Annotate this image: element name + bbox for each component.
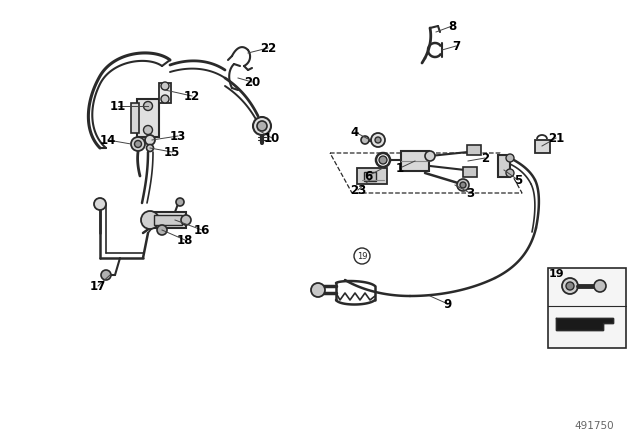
Circle shape — [562, 278, 578, 294]
Circle shape — [145, 135, 155, 145]
Bar — [548, 268, 626, 348]
Bar — [401, 151, 429, 171]
Circle shape — [371, 133, 385, 147]
Circle shape — [176, 198, 184, 206]
Text: 21: 21 — [548, 132, 564, 145]
Bar — [137, 99, 159, 137]
Circle shape — [375, 137, 381, 143]
Text: 22: 22 — [260, 42, 276, 55]
Text: 6: 6 — [364, 169, 372, 182]
Polygon shape — [556, 318, 613, 330]
Circle shape — [379, 156, 387, 164]
Text: 4: 4 — [351, 125, 359, 138]
Text: 16: 16 — [194, 224, 210, 237]
Text: 491750: 491750 — [574, 421, 614, 431]
Circle shape — [311, 283, 325, 297]
Text: 18: 18 — [177, 233, 193, 246]
Text: 17: 17 — [90, 280, 106, 293]
Bar — [159, 83, 171, 103]
Circle shape — [131, 137, 145, 151]
Circle shape — [161, 82, 169, 90]
Text: 1: 1 — [396, 161, 404, 175]
Bar — [131, 103, 139, 133]
Text: 13: 13 — [170, 129, 186, 142]
Circle shape — [161, 95, 169, 103]
Circle shape — [460, 182, 466, 188]
Text: 23: 23 — [350, 184, 366, 197]
Circle shape — [141, 211, 159, 229]
Text: 11: 11 — [110, 99, 126, 112]
Circle shape — [134, 141, 141, 147]
Text: 3: 3 — [466, 186, 474, 199]
Circle shape — [594, 280, 606, 292]
Text: 19: 19 — [548, 269, 564, 279]
Text: 8: 8 — [448, 20, 456, 33]
Circle shape — [157, 225, 167, 235]
Text: 14: 14 — [100, 134, 116, 146]
Bar — [534, 139, 550, 152]
Circle shape — [425, 151, 435, 161]
Circle shape — [257, 121, 267, 131]
Circle shape — [181, 215, 191, 225]
Circle shape — [143, 125, 152, 134]
Text: 7: 7 — [452, 39, 460, 52]
Text: 2: 2 — [481, 151, 489, 164]
Circle shape — [101, 270, 111, 280]
Bar — [467, 145, 481, 155]
Text: 5: 5 — [514, 173, 522, 186]
Circle shape — [457, 179, 469, 191]
Text: 12: 12 — [184, 90, 200, 103]
Bar — [154, 215, 182, 225]
Bar — [498, 155, 510, 177]
Circle shape — [506, 169, 514, 177]
Text: 19: 19 — [356, 251, 367, 260]
Text: 10: 10 — [264, 132, 280, 145]
Bar — [357, 168, 387, 184]
Circle shape — [94, 198, 106, 210]
Circle shape — [361, 136, 369, 144]
Bar — [463, 167, 477, 177]
Circle shape — [143, 102, 152, 111]
Circle shape — [506, 154, 514, 162]
Text: 9: 9 — [444, 297, 452, 310]
Bar — [364, 172, 376, 181]
Circle shape — [253, 117, 271, 135]
Text: 15: 15 — [164, 146, 180, 159]
Circle shape — [566, 282, 574, 290]
Bar — [150, 212, 186, 228]
Text: 20: 20 — [244, 76, 260, 89]
Circle shape — [147, 145, 154, 151]
